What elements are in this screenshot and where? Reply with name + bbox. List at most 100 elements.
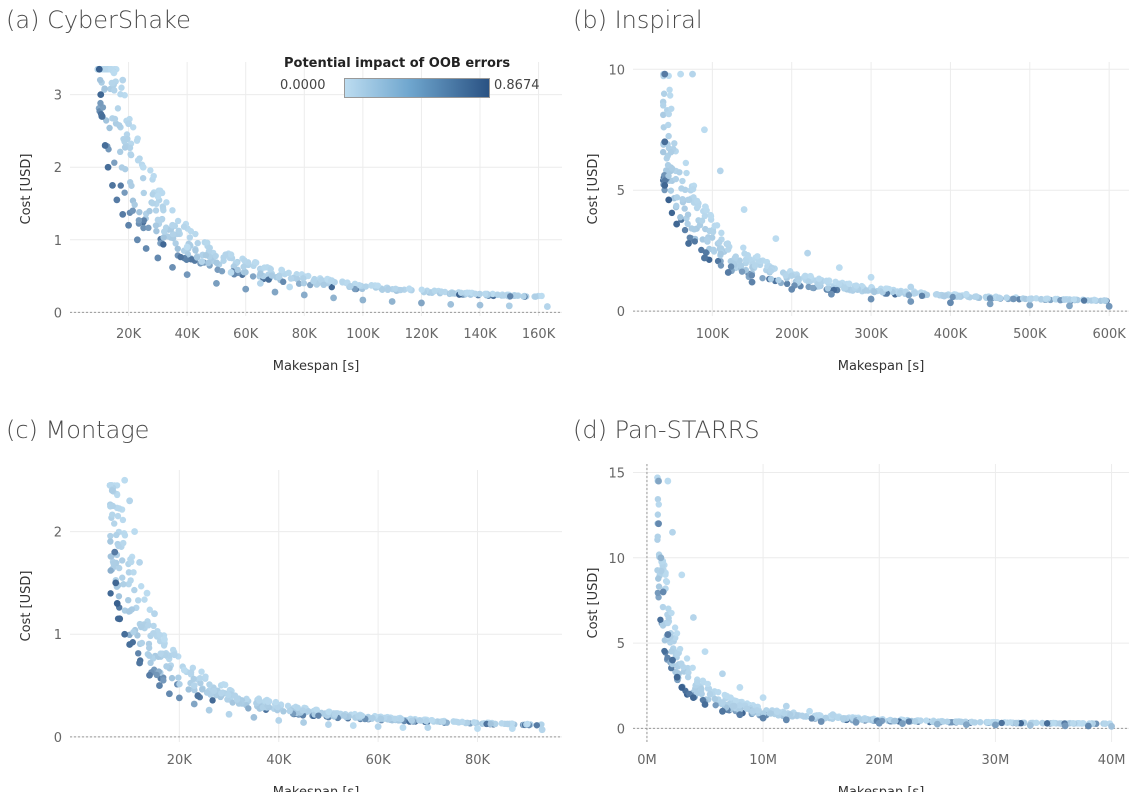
data-point [106,124,113,132]
data-point [111,548,119,556]
data-point [684,220,691,228]
data-point [146,207,153,215]
x-tick-label: 300K [854,327,888,342]
data-point [661,186,668,194]
data-point [160,677,167,684]
data-point [673,630,681,637]
data-point [709,228,717,236]
scatter-plot: 20K 40K 60K 80K 100K 120K 140K 160K 0 1 2 3 Makespan… [19,62,562,374]
data-point [225,710,233,718]
data-point [108,487,116,494]
data-point [438,288,445,295]
data-point [165,690,173,698]
data-point [156,631,163,639]
data-point [767,710,774,717]
data-point [151,610,158,618]
data-point [206,681,213,688]
data-point [678,185,685,192]
data-point [724,269,732,276]
data-point [131,586,138,594]
data-point [145,224,152,232]
data-point [284,702,292,710]
data-point [362,283,370,290]
data-point [667,187,675,194]
data-point [846,280,853,287]
data-point [665,172,672,180]
data-point [249,273,257,280]
data-point [261,264,268,271]
y-tick-label: 0 [617,305,625,320]
data-point [665,605,672,612]
data-point [205,706,213,714]
data-point [111,520,118,527]
y-tick-label: 1 [54,628,62,643]
data-point [513,292,521,299]
data-point [117,91,124,98]
data-point [111,87,118,94]
data-point [524,720,531,728]
chart-panel-3: (c) Montage 20K 40K 60K 80K 0 1 2 Makespan [s] Co… [0,412,567,792]
point-cloud [654,474,1115,730]
data-point [198,258,206,265]
data-point [712,701,719,709]
data-point [962,721,970,729]
data-point [117,182,124,189]
data-point [822,714,829,722]
data-point [174,245,181,252]
data-point [163,199,170,206]
data-point [1010,295,1017,303]
data-point [310,277,317,285]
data-point [125,569,133,576]
data-point [118,84,125,91]
data-point [392,285,399,292]
data-point [280,278,287,286]
data-point [494,291,501,298]
data-point [305,708,312,715]
scatter-plot: 100K 200K 300K 400K 500K 600K 0 5 10 Makespan [s]… [586,62,1129,374]
y-tick-label: 0 [54,731,62,746]
data-point [130,628,137,636]
data-point [834,714,842,722]
y-tick-label: 0 [617,722,625,737]
data-point [476,301,484,309]
data-point [97,91,105,99]
chart-title: (c) Montage [6,416,150,444]
data-point [655,575,662,582]
data-point [129,124,137,131]
data-point [1026,295,1034,303]
data-point [116,148,124,156]
data-point [684,673,692,681]
data-point [116,615,124,623]
data-point [145,644,153,652]
data-point [126,144,134,152]
data-point [882,285,890,292]
data-point [399,724,407,732]
data-point [160,241,167,248]
data-point [955,293,963,300]
data-point [1080,720,1087,727]
x-tick-label: 160K [522,327,556,342]
y-tick-label: 15 [608,467,625,482]
data-point [751,262,759,270]
data-point [227,269,235,276]
data-point [905,718,912,725]
data-point [676,645,684,653]
data-point [121,476,129,484]
x-axis-label: Makespan [s] [838,785,925,792]
data-point [428,717,436,724]
data-point [682,159,690,167]
data-point [1039,719,1046,727]
data-point [1091,296,1099,304]
data-point [672,175,680,183]
chart-panel-1: (a) CyberShake 20K 40K 60K 80K 100K 120K 140K 16… [0,0,567,412]
data-point [187,669,195,676]
data-point [125,120,132,128]
data-point [242,269,249,276]
data-point [113,531,120,539]
data-point [743,705,751,712]
x-tick-label: 100K [346,327,380,342]
data-point [671,624,679,631]
data-point [786,711,794,718]
data-point [257,270,264,277]
x-tick-label: 20K [116,327,142,342]
